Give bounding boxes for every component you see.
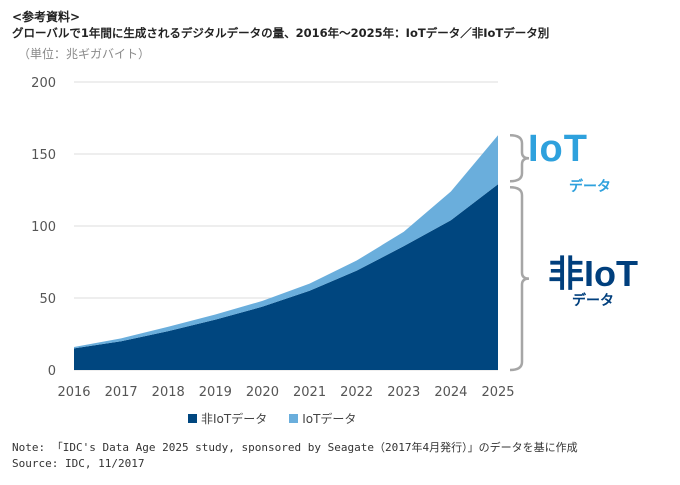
x-tick-label-2017: 2017 xyxy=(105,385,138,400)
x-tick-label-2021: 2021 xyxy=(293,385,326,400)
legend-swatch-noniot xyxy=(188,414,197,423)
brace-iot xyxy=(509,134,530,183)
x-tick-label-2025: 2025 xyxy=(481,385,514,400)
y-tick-label-200: 200 xyxy=(31,76,56,91)
brace-noniot xyxy=(509,185,530,372)
y-tick-label-0: 0 xyxy=(48,364,56,379)
noniot-callout-label: 非IoT xyxy=(548,253,638,294)
x-tick-label-2023: 2023 xyxy=(387,385,420,400)
noniot-callout-sublabel: データ xyxy=(572,293,614,309)
legend-item-iot: IoTデータ xyxy=(289,410,356,427)
footnote-source: Source: IDC, 11/2017 xyxy=(12,457,145,470)
footnote: Note: 「IDC's Data Age 2025 study, sponso… xyxy=(12,440,578,472)
legend: 非IoTデータ IoTデータ xyxy=(188,410,356,427)
x-tick-label-2018: 2018 xyxy=(152,385,185,400)
legend-label-iot: IoTデータ xyxy=(302,412,357,426)
y-tick-label-100: 100 xyxy=(31,220,56,235)
x-tick-label-2024: 2024 xyxy=(434,385,467,400)
footnote-note: Note: 「IDC's Data Age 2025 study, sponso… xyxy=(12,441,578,454)
iot-callout-sublabel: データ xyxy=(569,179,611,195)
legend-swatch-iot xyxy=(289,414,299,423)
y-tick-label-150: 150 xyxy=(31,148,56,163)
x-tick-label-2022: 2022 xyxy=(340,385,373,400)
chart-title: グローバルで1年間に生成されるデジタルデータの量、2016年～2025年：IoT… xyxy=(12,26,550,40)
legend-item-noniot: 非IoTデータ xyxy=(188,410,267,427)
y-tick-label-50: 50 xyxy=(39,292,56,307)
x-tick-label-2016: 2016 xyxy=(57,385,90,400)
x-tick-label-2020: 2020 xyxy=(246,385,279,400)
x-tick-label-2019: 2019 xyxy=(199,385,232,400)
iot-callout-label: IoT xyxy=(528,128,588,170)
series-area-noniot xyxy=(74,184,498,370)
reference-label: <参考資料> xyxy=(12,10,81,24)
unit-label: （単位：兆ギガバイト） xyxy=(18,47,151,61)
legend-label-noniot: 非IoTデータ xyxy=(201,412,268,426)
